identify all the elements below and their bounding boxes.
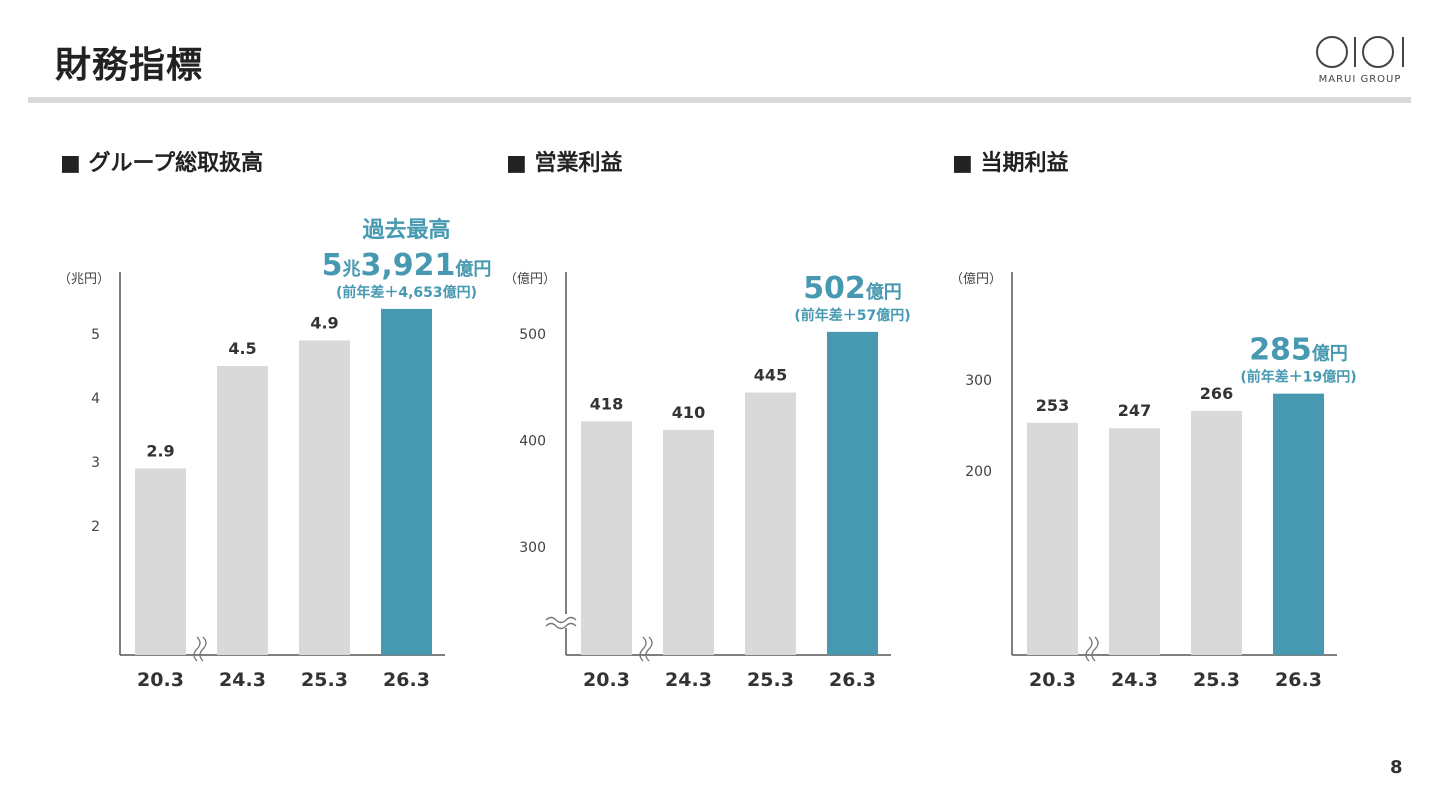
- data-label-0-1: 4.5: [228, 339, 256, 358]
- bar-0-2: [299, 340, 350, 655]
- y-tick-label-1-2: 500: [519, 327, 546, 343]
- bar-0-0: [135, 468, 186, 655]
- y-tick-label-0-3: 5: [91, 327, 100, 343]
- category-label-1-1: 24.3: [665, 669, 712, 691]
- section-title-gmv: ■ グループ総取扱高: [60, 151, 264, 176]
- bar-0-1: [217, 366, 268, 655]
- bar-2-0: [1027, 422, 1078, 655]
- y-tick-label-0-2: 4: [91, 391, 100, 407]
- category-label-2-0: 20.3: [1029, 669, 1076, 691]
- data-label-1-0: 418: [590, 394, 623, 413]
- data-label-2-2: 266: [1200, 384, 1233, 403]
- marui-group-logo: MARUI GROUP: [1312, 34, 1408, 90]
- category-label-1-3: 26.3: [829, 669, 876, 691]
- callout-value-unit-0: 億円: [455, 258, 491, 280]
- y-tick-label-2-1: 300: [965, 373, 992, 389]
- callout-value-unit-2: 億円: [1312, 343, 1348, 365]
- y-tick-label-2-0: 200: [965, 464, 992, 480]
- title-divider: [28, 97, 1411, 103]
- callout-difference-1: (前年差＋57億円): [794, 307, 910, 324]
- y-tick-label-0-1: 3: [91, 455, 100, 471]
- bar-1-1: [663, 429, 714, 655]
- category-label-2-1: 24.3: [1111, 669, 1158, 691]
- callout-value-unit-1: 億円: [866, 281, 902, 303]
- section-title-operating-income: ■ 営業利益: [506, 151, 623, 176]
- data-label-1-2: 445: [754, 366, 787, 385]
- unit-label-2: （億円）: [950, 271, 1002, 287]
- callout-value-major-0: 5: [322, 248, 343, 283]
- callout-value-2: 285億円: [1249, 333, 1348, 368]
- data-label-2-0: 253: [1036, 396, 1069, 415]
- category-label-2-3: 26.3: [1275, 669, 1322, 691]
- unit-label-0: （兆円）: [58, 272, 110, 287]
- category-label-2-2: 25.3: [1193, 669, 1240, 691]
- page-number: 8: [1390, 757, 1403, 778]
- x-axis-break-b-0: [199, 636, 207, 662]
- category-label-0-0: 20.3: [137, 669, 184, 691]
- bar-1-3: [827, 331, 878, 655]
- callout-value-major-2: 285: [1249, 333, 1312, 368]
- x-axis-break-a-2: [1085, 636, 1093, 662]
- bar-1-2: [745, 392, 796, 655]
- y-axis-break-a-1: [545, 616, 577, 624]
- x-axis-break-b-2: [1091, 636, 1099, 662]
- bar-2-1: [1109, 428, 1160, 655]
- unit-label-1: （億円）: [504, 271, 556, 287]
- callout-difference-0: (前年差＋4,653億円): [336, 284, 477, 301]
- callout-headline-0: 過去最高: [362, 217, 450, 243]
- data-label-1-1: 410: [672, 403, 705, 422]
- callout-value-0: 5兆3,921億円: [322, 248, 492, 283]
- category-label-0-1: 24.3: [219, 669, 266, 691]
- callout-difference-2: (前年差＋19億円): [1240, 369, 1356, 386]
- y-tick-label-0-0: 2: [91, 519, 100, 535]
- data-label-0-2: 4.9: [310, 313, 338, 332]
- y-axis-break-b-1: [545, 622, 577, 630]
- x-axis-break-a-0: [193, 636, 201, 662]
- category-label-0-3: 26.3: [383, 669, 430, 691]
- category-label-1-0: 20.3: [583, 669, 630, 691]
- logo-mark-icon: [1316, 36, 1404, 68]
- logo-text: MARUI GROUP: [1318, 74, 1402, 85]
- callout-value-major-1: 502: [803, 271, 866, 306]
- page-title: 財務指標: [55, 45, 204, 86]
- category-label-1-2: 25.3: [747, 669, 794, 691]
- y-tick-label-1-0: 300: [519, 540, 546, 556]
- section-title-net-income: ■ 当期利益: [952, 151, 1069, 176]
- bar-0-3: [381, 308, 432, 655]
- data-label-0-0: 2.9: [146, 441, 174, 460]
- callout-value-1: 502億円: [803, 271, 902, 306]
- category-label-0-2: 25.3: [301, 669, 348, 691]
- callout-value-unit-cho-0: 兆: [342, 259, 360, 280]
- data-label-2-1: 247: [1118, 401, 1151, 420]
- y-tick-label-1-1: 400: [519, 434, 546, 450]
- x-axis-break-a-1: [639, 636, 647, 662]
- callout-value-minor-0: 3,921: [360, 248, 455, 283]
- bar-2-2: [1191, 410, 1242, 655]
- x-axis-break-b-1: [645, 636, 653, 662]
- bar-2-3: [1273, 393, 1324, 655]
- bar-1-0: [581, 421, 632, 655]
